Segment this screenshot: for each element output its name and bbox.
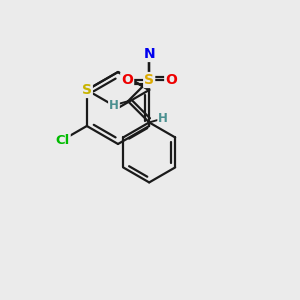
Text: N: N bbox=[143, 47, 155, 61]
Text: H: H bbox=[109, 99, 119, 112]
Text: O: O bbox=[165, 73, 177, 87]
Text: Cl: Cl bbox=[56, 134, 70, 146]
Text: S: S bbox=[144, 73, 154, 87]
Text: S: S bbox=[82, 83, 92, 97]
Text: O: O bbox=[121, 73, 133, 87]
Text: H: H bbox=[158, 112, 168, 125]
